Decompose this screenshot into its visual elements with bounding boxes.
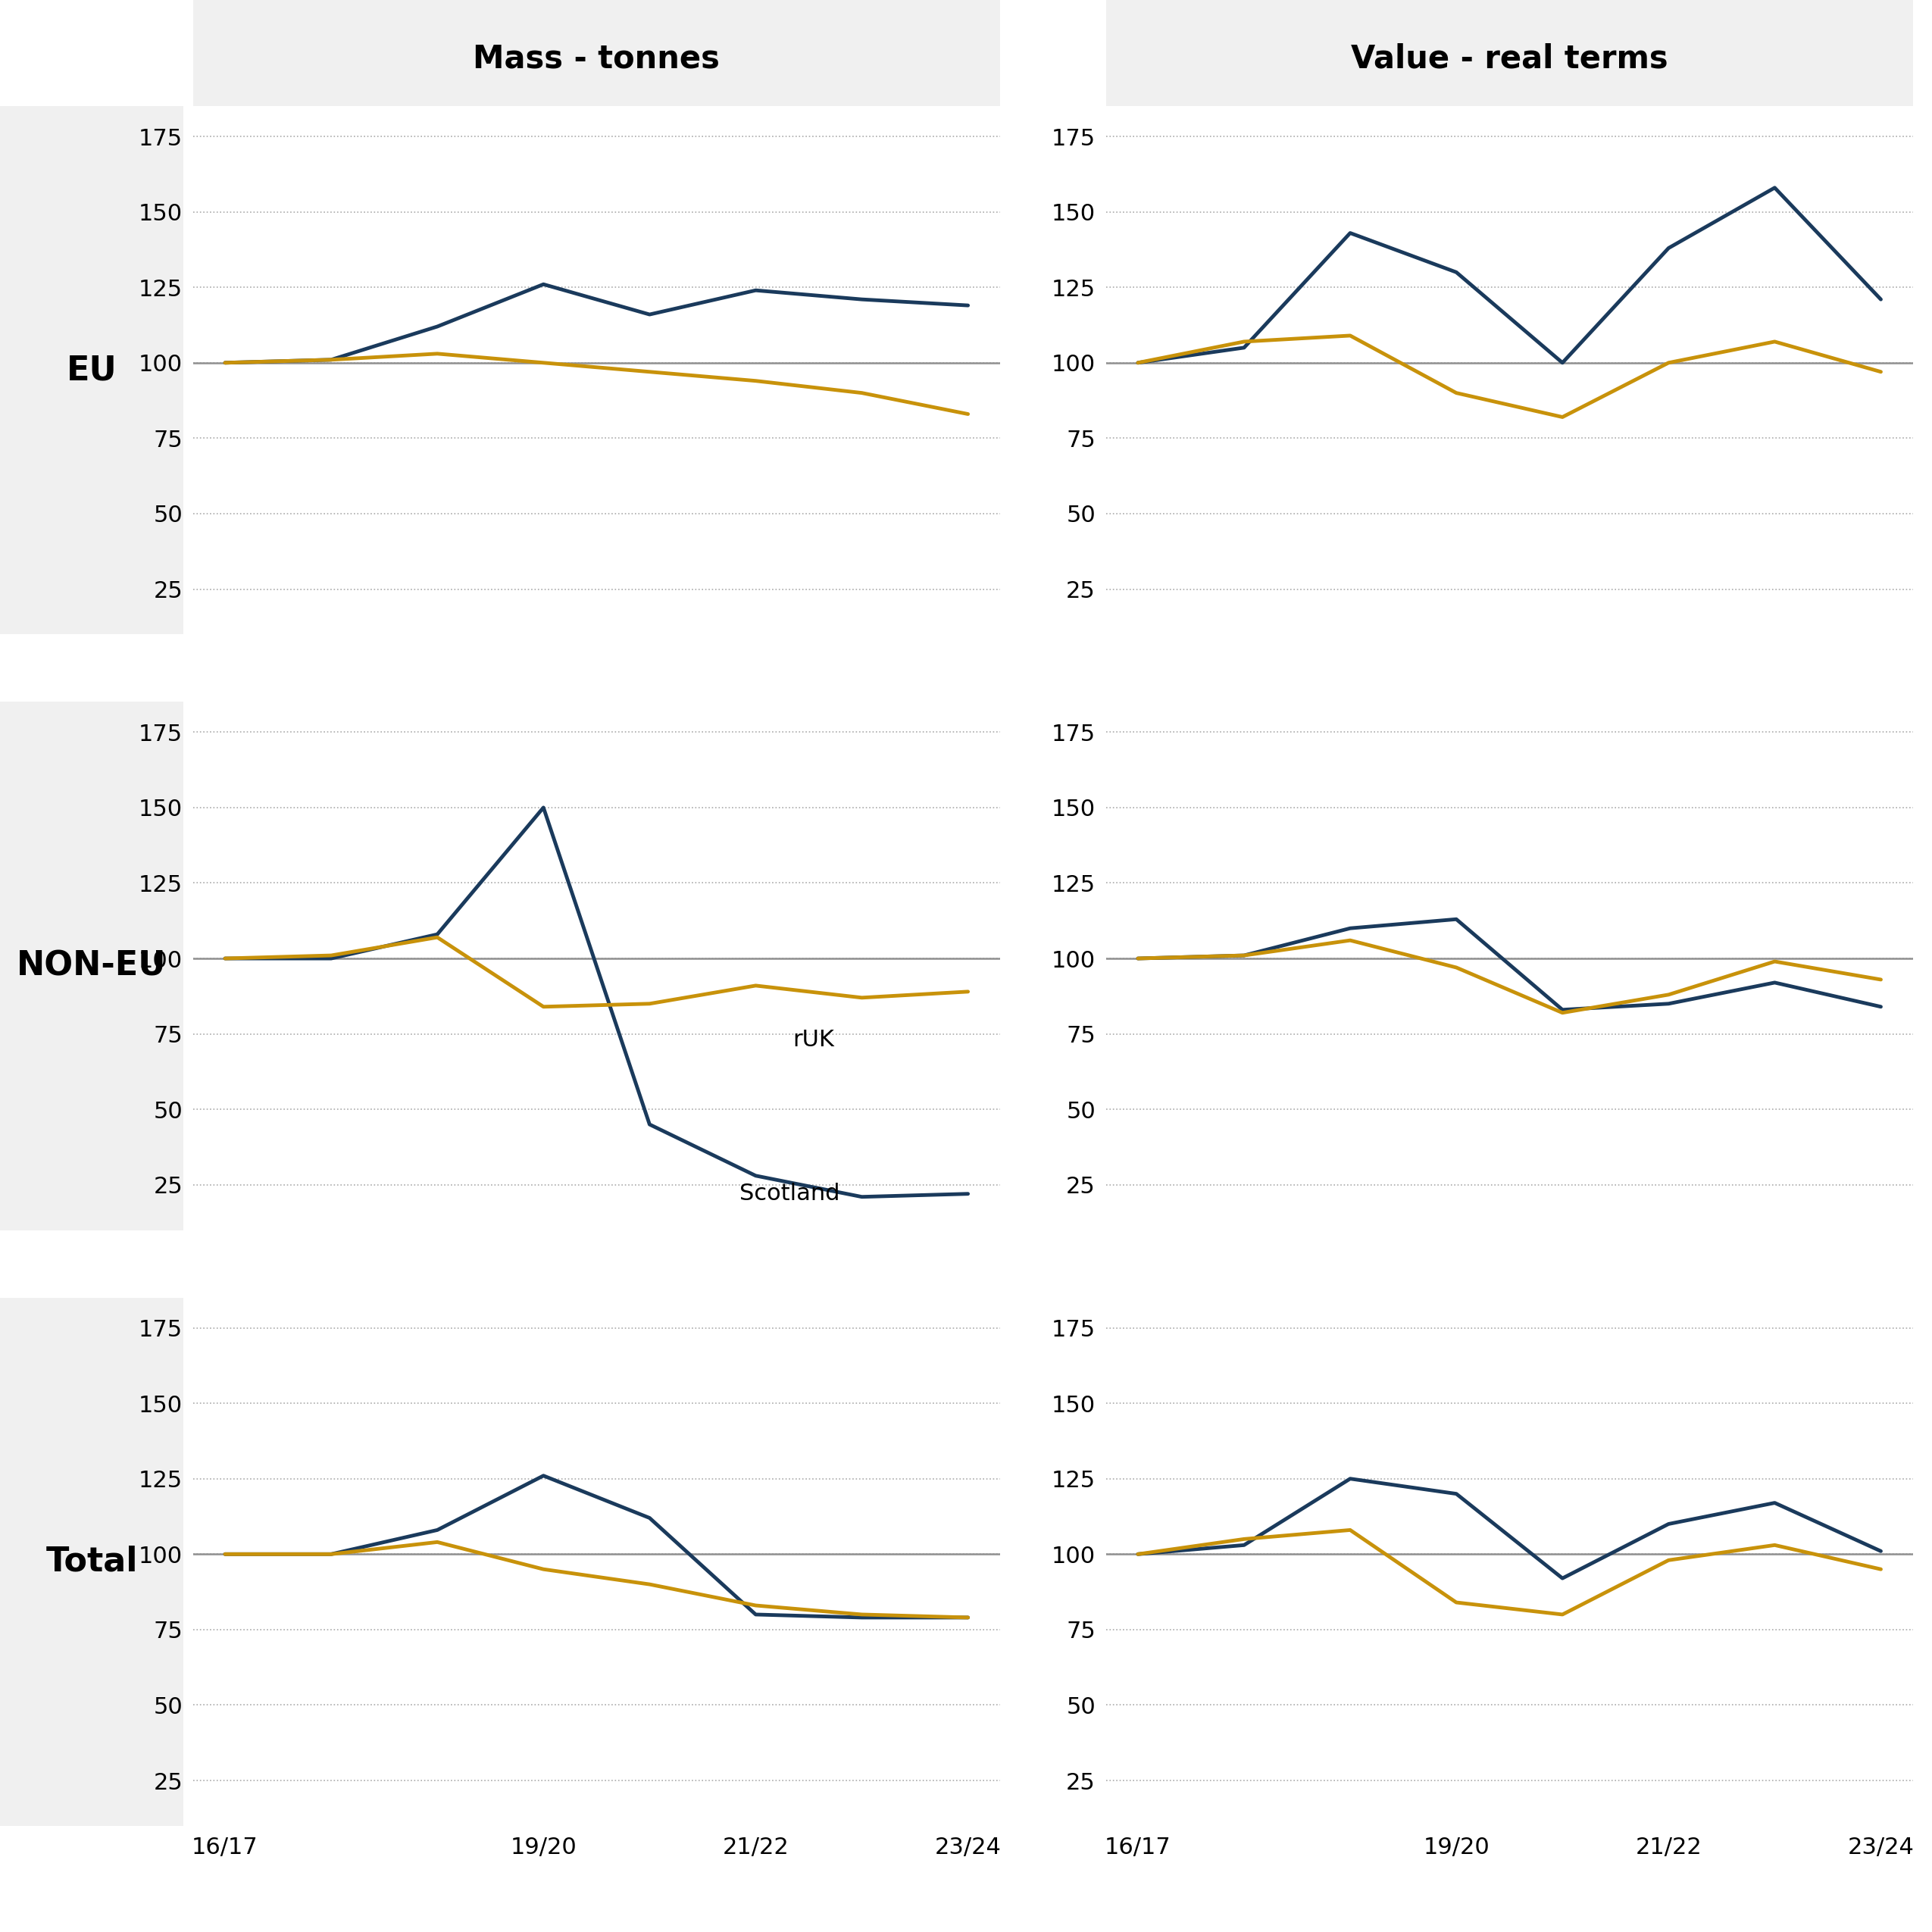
Text: Mass - tonnes: Mass - tonnes: [473, 43, 721, 73]
Text: rUK: rUK: [792, 1028, 835, 1051]
Text: EU: EU: [66, 354, 118, 386]
Text: Scotland: Scotland: [740, 1182, 840, 1204]
Text: Total: Total: [46, 1546, 137, 1578]
Text: NON-EU: NON-EU: [17, 951, 166, 981]
Text: Value - real terms: Value - real terms: [1350, 43, 1667, 73]
